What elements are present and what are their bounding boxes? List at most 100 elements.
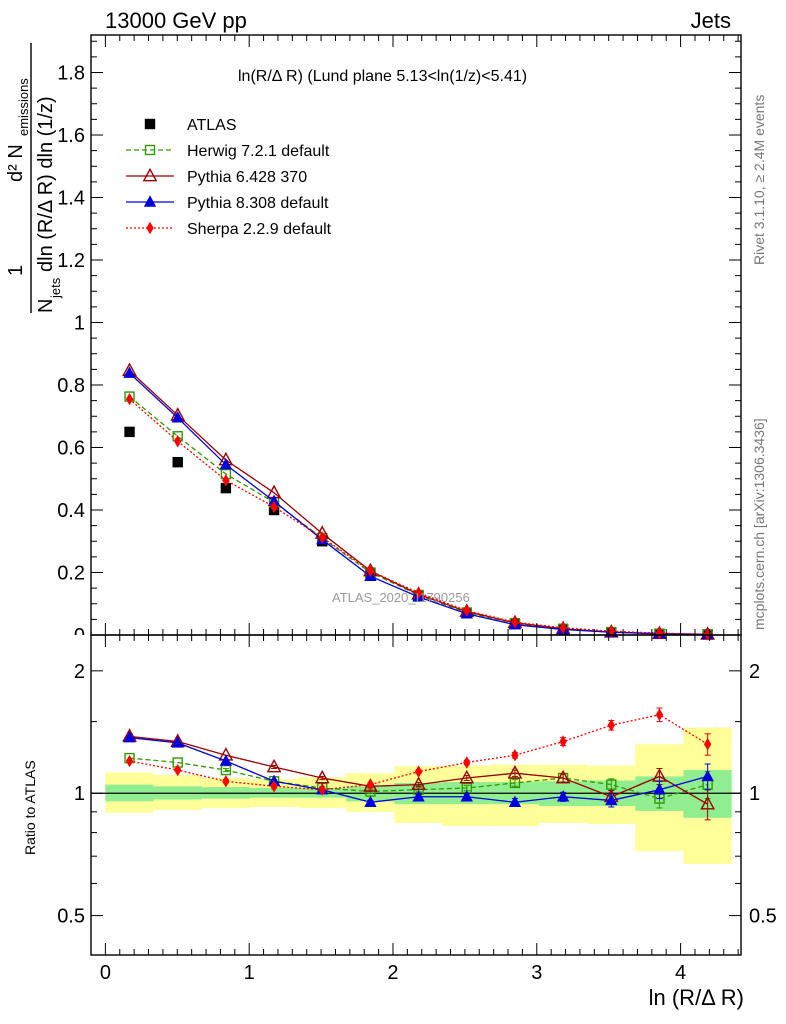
ratio-data-point [318, 783, 326, 796]
watermark: ATLAS_2020_I1790256 [332, 590, 470, 605]
ratio-data-point [511, 749, 519, 762]
svg-text:dln (R/Δ R) dln (1/z): dln (R/Δ R) dln (1/z) [35, 96, 57, 272]
svg-text:1: 1 [5, 265, 27, 276]
main-y-tick-label: 0.2 [57, 563, 85, 585]
ratio-data-point [219, 754, 233, 766]
main-data-point [125, 392, 134, 406]
main-y-axis-label: 1 N jets dln (R/Δ R) dln (1/z) d² N emis… [4, 38, 70, 318]
legend-label: Sherpa 2.2.9 default [187, 221, 332, 238]
main-y-tick-label: 0.4 [57, 500, 85, 522]
legend-label: Herwig 7.2.1 default [187, 143, 330, 160]
ratio-data-point [653, 783, 666, 795]
legend-marker [144, 144, 156, 156]
x-axis-label: ln (R/Δ R) [648, 985, 744, 1010]
ratio-plot-frame [90, 634, 742, 956]
main-data-point [318, 531, 326, 544]
ratio-y-tick-label: 0.5 [57, 906, 85, 928]
ratio-data-point [701, 769, 714, 782]
ratio-data-point [463, 756, 471, 769]
main-y-tick-label: 1.8 [57, 63, 85, 85]
ratio-x-tick-label: 1 [244, 962, 255, 984]
ratio-data-point [655, 708, 664, 721]
ratio-x-tick-label: 4 [675, 962, 686, 984]
rivet-label: Rivet 3.1.10, ≥ 2.4M events [751, 94, 767, 265]
ratio-data-point [556, 790, 570, 802]
ratio-data-point [266, 758, 282, 773]
legend-label: Pythia 8.308 default [187, 195, 329, 212]
ratio-data-point [414, 765, 423, 778]
ratio-data-point [555, 769, 571, 784]
main-plot-title: ln(R/Δ R) (Lund plane 5.13<ln(1/z)<5.41) [238, 68, 528, 85]
svg-text:N: N [35, 299, 57, 313]
main-data-point [703, 628, 712, 641]
main-data-point [172, 456, 183, 468]
legend-label: Pythia 6.428 370 [187, 169, 307, 186]
ratio-y-tick-label: 2 [74, 661, 85, 683]
ratio-data-point [508, 795, 522, 807]
ratio-data-point [507, 765, 523, 779]
legend-label: ATLAS [187, 117, 237, 134]
main-data-point [414, 586, 423, 600]
ratio-data-point [314, 769, 330, 784]
main-y-tick-label: 1.6 [57, 125, 85, 147]
ratio-data-point [171, 736, 184, 748]
legend-marker [146, 221, 154, 235]
main-data-point [270, 500, 278, 514]
ratio-data-point [364, 795, 377, 807]
ratio-data-point [366, 778, 375, 791]
ratio-data-point [412, 790, 425, 802]
main-data-point [366, 564, 375, 578]
mcplots-label: mcplots.cern.ch [arXiv:1306.3436] [751, 418, 767, 630]
ratio-x-tick-label: 3 [531, 962, 542, 984]
main-y-tick-label: 1.2 [57, 250, 85, 272]
ratio-stat-uncertainty-band [346, 786, 395, 802]
main-data-point [124, 426, 135, 438]
legend-marker [144, 118, 156, 130]
ratio-y-tick-label: 1 [74, 783, 85, 805]
ratio-data-point [123, 730, 136, 743]
ratio-x-tick-label: 2 [387, 962, 398, 984]
header-left: 13000 GeV pp [105, 8, 247, 33]
ratio-y-axis-label: Ratio to ATLAS [22, 760, 38, 855]
main-data-point [220, 482, 232, 494]
main-data-point [655, 626, 664, 640]
main-data-point [463, 604, 471, 617]
main-data-point [607, 624, 615, 638]
ratio-x-tick-label: 0 [100, 962, 111, 984]
main-data-point [222, 474, 230, 487]
ratio-y-tick-label-right: 1 [749, 783, 760, 805]
legend-marker [142, 167, 158, 182]
ratio-data-point [459, 769, 475, 784]
main-y-tick-label: 0.8 [57, 375, 85, 397]
ratio-data-point [700, 795, 716, 810]
ratio-data-point [703, 737, 712, 751]
legend-marker [143, 195, 157, 207]
main-data-point [267, 494, 281, 506]
main-data-point [123, 366, 136, 378]
ratio-y-tick-label-right: 0.5 [749, 906, 777, 928]
chart-layer: 0.2 0.4 0.6 0.8 1 1.2 1.4 1.6 1.8 0 0 1 2 3 4 0.5 0.5 1 1 2… [57, 34, 777, 984]
svg-text:jets: jets [48, 277, 63, 299]
ratio-y-tick-label-right: 2 [749, 661, 760, 683]
header-right: Jets [690, 8, 731, 33]
ratio-data-point [270, 780, 278, 793]
main-series-line [129, 396, 708, 635]
main-data-point [219, 457, 233, 470]
main-y-tick-label: 1.4 [57, 188, 85, 210]
main-data-point [171, 411, 184, 423]
main-data-point [559, 621, 567, 635]
main-data-point [174, 435, 182, 448]
main-y-tick-label: 0.6 [57, 438, 85, 460]
ratio-data-point [125, 754, 134, 768]
ratio-data-point [559, 735, 567, 748]
ratio-data-point [607, 718, 615, 732]
svg-text:d² N: d² N [5, 144, 27, 182]
svg-text:emissions: emissions [16, 78, 31, 136]
main-data-point [511, 615, 519, 629]
ratio-data-point [174, 763, 182, 777]
ratio-data-point [222, 775, 230, 788]
ratio-data-point [411, 776, 426, 791]
main-y-tick-label: 1 [74, 313, 85, 335]
main-y-tick-label-zero: 0 [74, 625, 85, 647]
